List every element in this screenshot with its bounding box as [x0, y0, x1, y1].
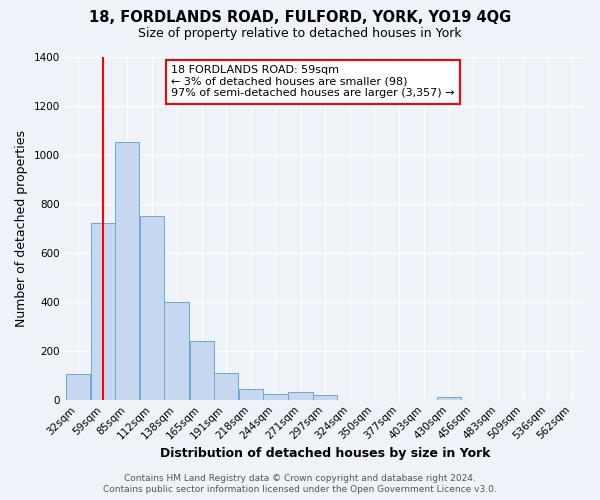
X-axis label: Distribution of detached houses by size in York: Distribution of detached houses by size … [160, 447, 490, 460]
Text: 18, FORDLANDS ROAD, FULFORD, YORK, YO19 4QG: 18, FORDLANDS ROAD, FULFORD, YORK, YO19 … [89, 10, 511, 25]
Bar [190, 341, 214, 400]
Bar [164, 302, 188, 400]
Bar [313, 395, 337, 400]
Text: 18 FORDLANDS ROAD: 59sqm
← 3% of detached houses are smaller (98)
97% of semi-de: 18 FORDLANDS ROAD: 59sqm ← 3% of detache… [172, 65, 455, 98]
Bar [239, 388, 263, 400]
Y-axis label: Number of detached properties: Number of detached properties [15, 130, 28, 326]
Bar [65, 374, 90, 400]
Bar [115, 142, 139, 400]
Bar [437, 398, 461, 400]
Bar [289, 392, 313, 400]
Bar [91, 223, 115, 400]
Text: Size of property relative to detached houses in York: Size of property relative to detached ho… [138, 28, 462, 40]
Bar [263, 394, 287, 400]
Bar [214, 373, 238, 400]
Bar [140, 216, 164, 400]
Text: Contains HM Land Registry data © Crown copyright and database right 2024.
Contai: Contains HM Land Registry data © Crown c… [103, 474, 497, 494]
